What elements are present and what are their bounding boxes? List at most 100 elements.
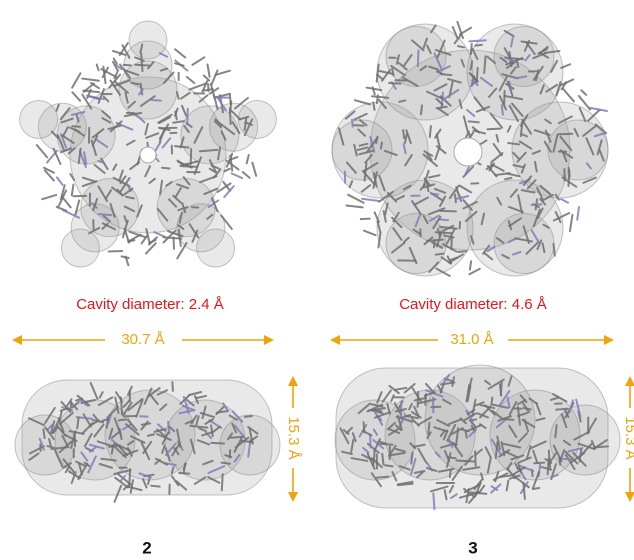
arrow-head [625,492,634,502]
bond [119,419,127,420]
bond [531,204,541,205]
bond [436,254,444,255]
bond [146,243,156,253]
bond [232,173,243,178]
bond [252,163,256,176]
width-label: 31.0 Å [450,331,493,348]
bond [151,486,160,487]
arrow-head [625,376,634,386]
bond [382,454,383,465]
bond [230,94,231,104]
bond [428,423,429,434]
bond [175,49,185,57]
bond [160,128,176,129]
bond [211,443,224,444]
bond [475,451,476,466]
bond [245,416,252,417]
bond [455,195,456,203]
bond [534,463,544,464]
bond [207,64,209,76]
bond [475,45,482,46]
bond [141,54,142,71]
surface [238,100,276,138]
bond [352,120,353,127]
bond [470,40,486,41]
bond [364,231,376,235]
arrow-head [330,335,340,345]
bond [469,121,479,122]
bond [37,145,47,157]
bond [553,244,554,256]
bond [563,89,574,102]
bond [556,409,567,410]
bond [470,261,471,269]
bond [162,168,169,169]
arrow-head [288,376,298,386]
bond [243,172,250,178]
surface [61,229,99,267]
bond [97,65,99,71]
surface [197,229,235,267]
bond [82,79,99,81]
bond [57,177,62,184]
bond [458,46,464,47]
bond [501,383,502,396]
bond [175,63,183,65]
bond [222,474,223,490]
bond [355,100,370,104]
bond [148,434,154,435]
bond [411,453,412,464]
bond [570,215,572,231]
bond [433,398,434,412]
bond [418,50,419,66]
bond [389,83,400,84]
bond [385,465,392,466]
bond [200,150,217,151]
bond [72,185,74,196]
bond [43,429,44,438]
bond [247,155,249,163]
bond [346,205,362,207]
bond [502,419,513,420]
bond [362,199,379,201]
bond [373,103,374,110]
bond [204,76,209,81]
bond [403,130,404,138]
bond [152,100,161,101]
bond [191,149,192,164]
cavity [454,138,482,166]
bond [212,70,218,84]
bond [83,91,99,92]
bond [549,451,550,469]
bond [577,207,579,220]
bond [450,470,451,477]
bond [568,170,569,186]
height-label: 15.3 Å [285,416,302,459]
bond [399,100,405,101]
figure: Cavity diameter: 2.4 Å 30.7 Å 15.3 Å 2 C… [0,0,634,560]
bond [456,461,473,462]
bond [381,143,382,149]
bond [449,457,456,458]
width-label: 30.7 Å [121,331,164,348]
bond [42,195,56,199]
cavity-label: Cavity diameter: 2.4 Å [76,296,224,313]
bond [471,44,472,54]
arrow-head [12,335,22,345]
bond [441,74,452,75]
bond [163,237,181,238]
bond [361,219,370,220]
bond [172,382,173,391]
bond [177,243,186,258]
bond [433,493,434,509]
bond [508,143,519,144]
bond [431,194,438,195]
height-label: 15.3 Å [622,416,634,459]
bond [373,450,374,466]
bond [581,90,586,95]
bond [466,431,467,437]
bond [192,57,204,65]
bond [505,178,511,179]
bond [458,251,467,252]
bond [187,77,195,83]
